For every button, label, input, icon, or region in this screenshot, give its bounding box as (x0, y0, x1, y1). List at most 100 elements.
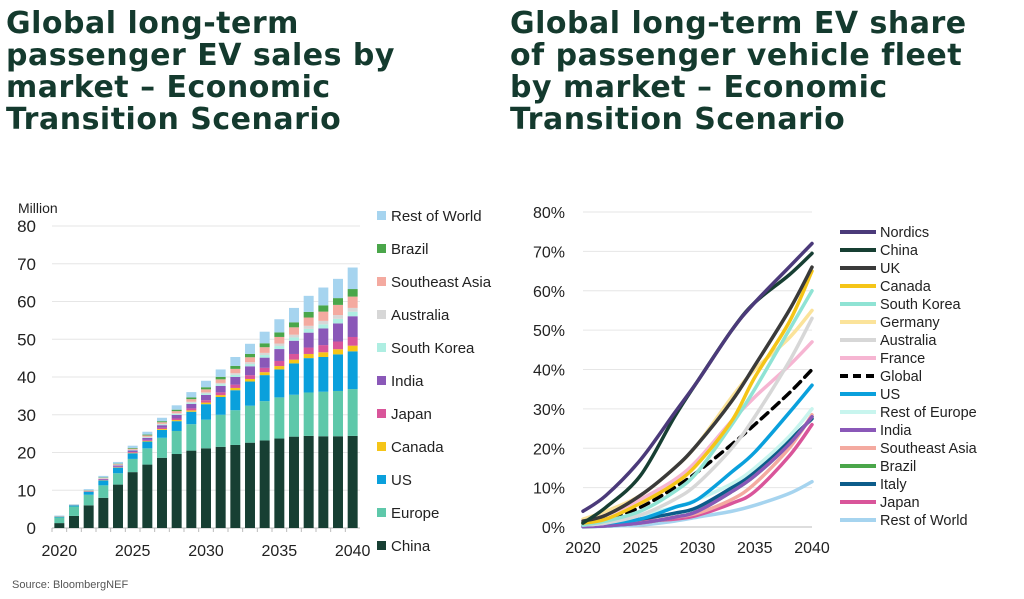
bar-segment-europe (333, 390, 343, 437)
bar-segment-australia (230, 373, 241, 375)
bar-segment-rest-of-world (318, 287, 329, 306)
bar-segment-southeast-asia (347, 296, 358, 308)
line-australia (581, 316, 814, 527)
bar-segment-rest-of-world (157, 417, 167, 422)
bar-segment-south-korea (259, 355, 270, 358)
line-uk (581, 265, 814, 523)
bar-segment-europe (259, 401, 270, 441)
legend-label: Rest of World (391, 208, 482, 225)
bar-segment-us (113, 467, 123, 474)
bar-segment-australia (171, 413, 182, 414)
bar-segment-us (274, 369, 285, 398)
bar-segment-rest-of-world (303, 295, 314, 312)
bar-segment-rest-of-world (230, 356, 241, 366)
x-tick-label: 2020 (565, 540, 601, 557)
y-tick-label: 80% (533, 205, 565, 222)
bar-segment-us (215, 397, 226, 415)
bar-segment-canada (259, 372, 270, 376)
bar-segment-japan (347, 336, 358, 346)
bar-segment-southeast-asia (171, 411, 182, 414)
bar-segment-brazil (303, 311, 314, 318)
bar-segment-rest-of-world (347, 267, 358, 290)
line-india (581, 415, 814, 529)
bar-segment-europe (274, 397, 285, 439)
right-chart-title: Global long-term EV share of passenger v… (510, 6, 967, 137)
bar-segment-japan (303, 347, 314, 354)
bar-segment-southeast-asia (127, 448, 138, 450)
bar-segment-india (186, 403, 197, 409)
bar-segment-southeast-asia (201, 389, 211, 393)
bar-segment-australia (259, 352, 270, 356)
bar-segment-canada (215, 395, 226, 398)
bar-segment-india (333, 323, 343, 342)
bar-segment-brazil (289, 322, 299, 328)
bar-segment-india (318, 328, 329, 346)
bar-segment-rest-of-world (333, 278, 343, 299)
bar-segment-south-korea (245, 364, 255, 367)
legend-label: US (880, 387, 900, 403)
y-tick-label: 60% (533, 284, 565, 301)
bar-segment-canada (318, 352, 329, 357)
source-note: Source: BloombergNEF (12, 579, 129, 591)
bar-segment-rest-of-world (274, 319, 285, 333)
bar-segment-southeast-asia (303, 317, 314, 326)
legend-label: Nordics (880, 225, 929, 241)
bar-segment-brazil (201, 387, 211, 390)
bar-segment-china (98, 497, 109, 528)
y-tick-label: 10 (17, 481, 36, 500)
bar-segment-europe (201, 419, 211, 449)
bar-segment-us (230, 390, 241, 411)
bar-segment-us (157, 429, 167, 438)
bar-segment-australia (289, 334, 299, 338)
bar-segment-rest-of-world (171, 405, 182, 410)
legend-label: South Korea (880, 297, 962, 313)
x-tick-label: 2035 (737, 540, 773, 557)
legend-swatch (377, 310, 386, 319)
bar-segment-canada (245, 378, 255, 382)
y-tick-label: 50 (17, 330, 36, 349)
legend-swatch (377, 508, 386, 517)
bar-segment-japan (157, 427, 167, 430)
bar-segment-japan (318, 345, 329, 353)
bar-segment-europe (83, 494, 94, 506)
bar-segment-australia (157, 423, 167, 425)
bar-segment-china (113, 484, 123, 528)
bar-segment-china (230, 444, 241, 528)
bar-segment-rest-of-world (113, 461, 123, 464)
legend-label: Germany (880, 315, 940, 331)
bar-segment-japan (171, 418, 182, 421)
y-tick-label: 0 (27, 519, 36, 538)
x-tick-label: 2040 (794, 540, 830, 557)
y-tick-label: 0% (542, 520, 565, 537)
legend-label: UK (880, 261, 900, 277)
x-tick-label: 2025 (622, 540, 658, 557)
bar-segment-china (69, 515, 79, 528)
bar-segment-south-korea (289, 337, 299, 341)
legend-label: India (391, 373, 424, 390)
bar-segment-china (201, 448, 211, 528)
legend-label: China (391, 538, 431, 555)
bar-segment-china (142, 464, 153, 528)
bar-segment-brazil (259, 343, 270, 348)
bar-segment-japan (215, 392, 226, 396)
x-tick-label: 2020 (42, 543, 78, 560)
bar-segment-japan (142, 439, 153, 441)
bar-segment-india (98, 478, 109, 480)
bar-segment-brazil (230, 365, 241, 369)
bar-segment-southeast-asia (245, 357, 255, 363)
bar-segment-us (69, 505, 79, 507)
bar-segment-southeast-asia (157, 422, 167, 424)
bar-segment-india (289, 340, 299, 354)
x-tick-label: 2030 (680, 540, 716, 557)
bar-segment-europe (142, 448, 153, 465)
bar-segment-southeast-asia (142, 435, 153, 437)
y-tick-label: 40 (17, 368, 36, 387)
bar-segment-us (83, 491, 94, 495)
legend-label: China (880, 243, 919, 259)
bar-segment-india (230, 376, 241, 385)
bar-segment-europe (318, 391, 329, 437)
legend-swatch (377, 475, 386, 484)
bar-segment-japan (113, 466, 123, 468)
y-tick-label: 30 (17, 406, 36, 425)
legend-label: Global (880, 369, 922, 385)
